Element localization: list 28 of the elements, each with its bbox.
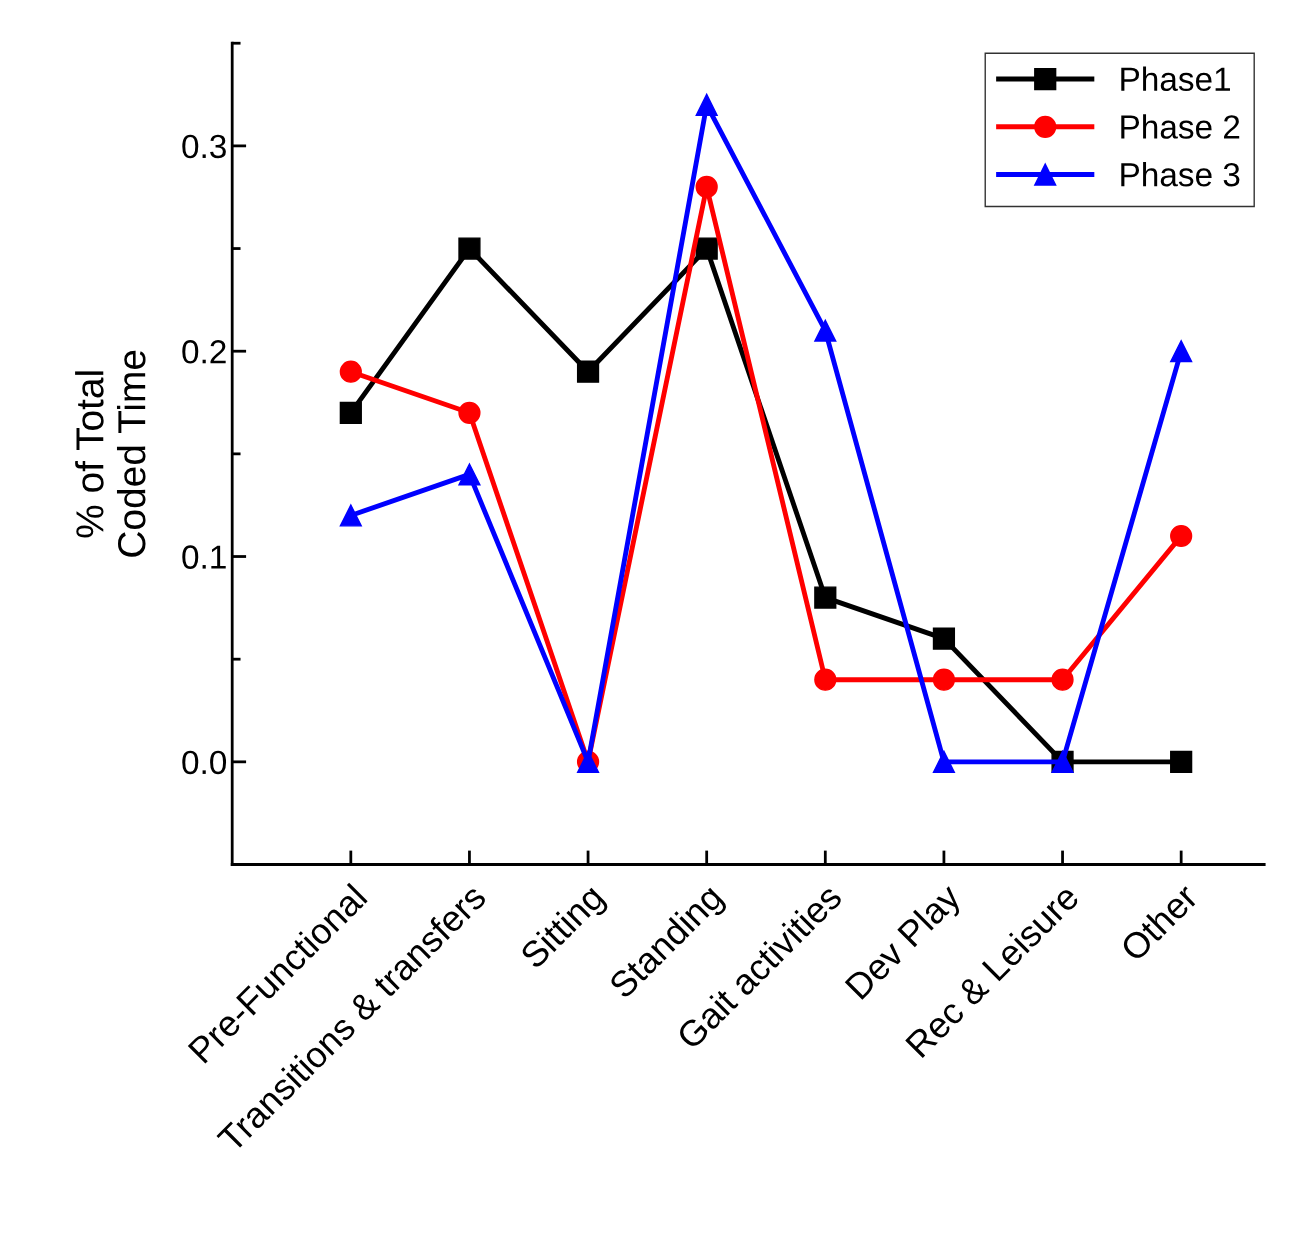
point (814, 586, 837, 609)
point (1170, 524, 1193, 548)
legend-label: Phase1 (1121, 66, 1230, 92)
y-tick-label: 0.3 (182, 134, 226, 159)
point (932, 750, 956, 773)
point (458, 463, 481, 486)
legend-label: Phase 3 (1121, 162, 1240, 187)
point (814, 668, 837, 691)
point (695, 237, 718, 260)
y-tick-label: 0.1 (182, 545, 226, 569)
point (932, 668, 956, 691)
point (458, 401, 481, 424)
point (458, 237, 481, 260)
point (339, 504, 362, 527)
y-axis-title: % of Total Coded Time (75, 350, 146, 557)
point (576, 360, 600, 383)
y-tick-label: 0.2 (182, 340, 226, 364)
point (695, 175, 718, 199)
point (814, 319, 837, 342)
y-tick-label: 0.0 (182, 750, 227, 775)
point (339, 360, 362, 383)
point (1170, 340, 1193, 363)
point (932, 627, 956, 650)
point (339, 401, 362, 424)
point (695, 93, 718, 116)
point (1170, 750, 1193, 773)
point (1051, 668, 1074, 691)
legend-label: Phase 2 (1121, 114, 1240, 139)
